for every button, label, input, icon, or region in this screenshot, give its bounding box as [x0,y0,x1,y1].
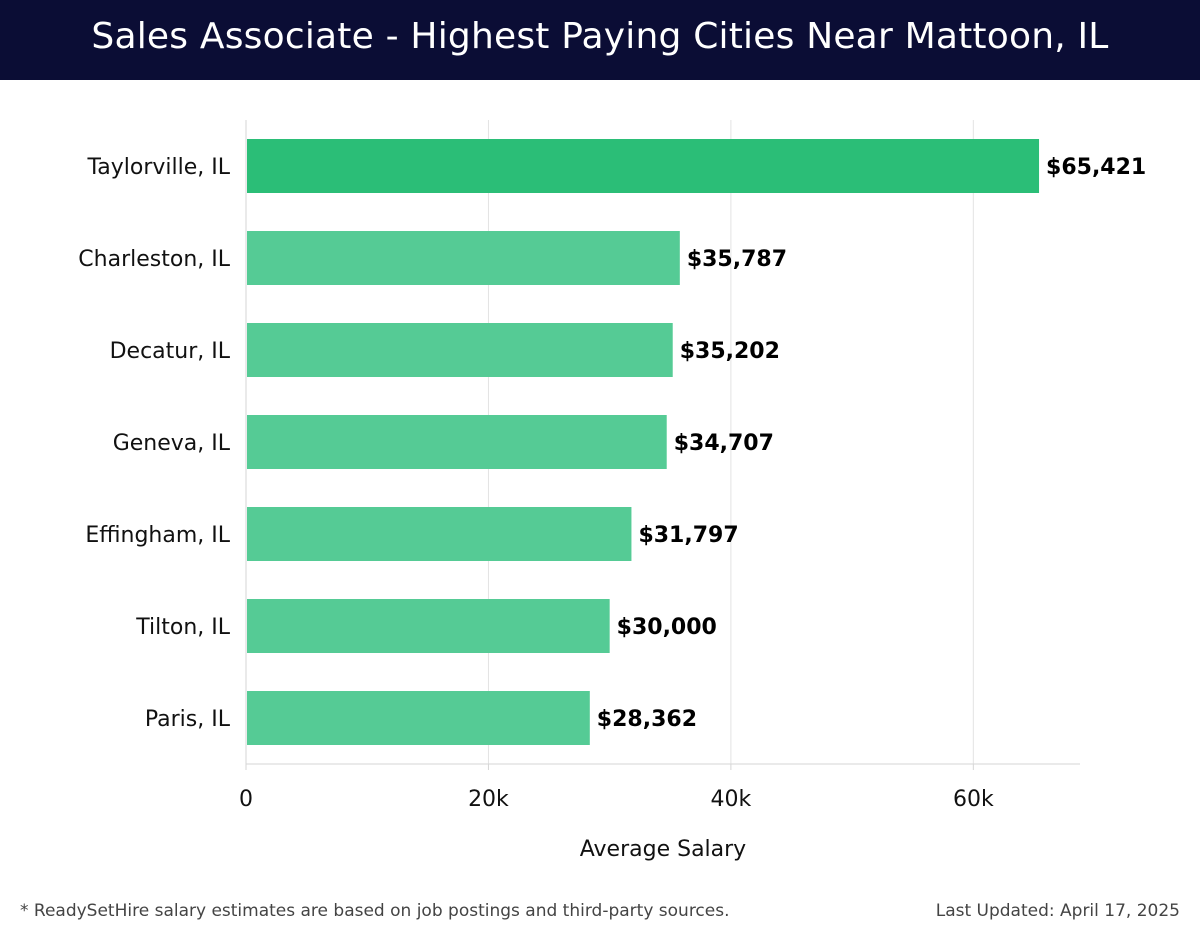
data-label: $35,787 [687,247,787,272]
footnote: * ReadySetHire salary estimates are base… [20,901,730,921]
x-axis-label: Average Salary [580,837,746,862]
x-tick-label: 40k [711,787,752,812]
last-updated: Last Updated: April 17, 2025 [935,901,1180,921]
category-label: Taylorville, IL [86,155,230,180]
header-bar: Sales Associate - Highest Paying Cities … [0,0,1200,80]
data-label: $30,000 [617,615,717,640]
data-label: $31,797 [638,523,738,548]
chart-title: Sales Associate - Highest Paying Cities … [91,15,1109,57]
bar [247,323,673,377]
category-label: Geneva, IL [113,431,231,456]
x-tick-label: 0 [239,787,253,812]
category-label: Paris, IL [145,707,231,732]
category-label: Tilton, IL [135,615,230,640]
category-label: Charleston, IL [78,247,230,272]
x-tick-label: 20k [468,787,509,812]
bar [247,691,590,745]
bar [247,139,1040,193]
category-label: Decatur, IL [110,339,231,364]
category-label: Effingham, IL [85,523,230,548]
bar [247,507,632,561]
data-label: $34,707 [674,431,774,456]
bar [247,231,680,285]
bar-chart: 0 20k 40k 60k Average Salary Taylorville, IL $… [78,120,1146,862]
data-label: $65,421 [1046,155,1146,180]
data-label: $35,202 [680,339,780,364]
bar [247,415,667,469]
bar [247,599,610,653]
x-tick-label: 60k [953,787,994,812]
data-label: $28,362 [597,707,697,732]
